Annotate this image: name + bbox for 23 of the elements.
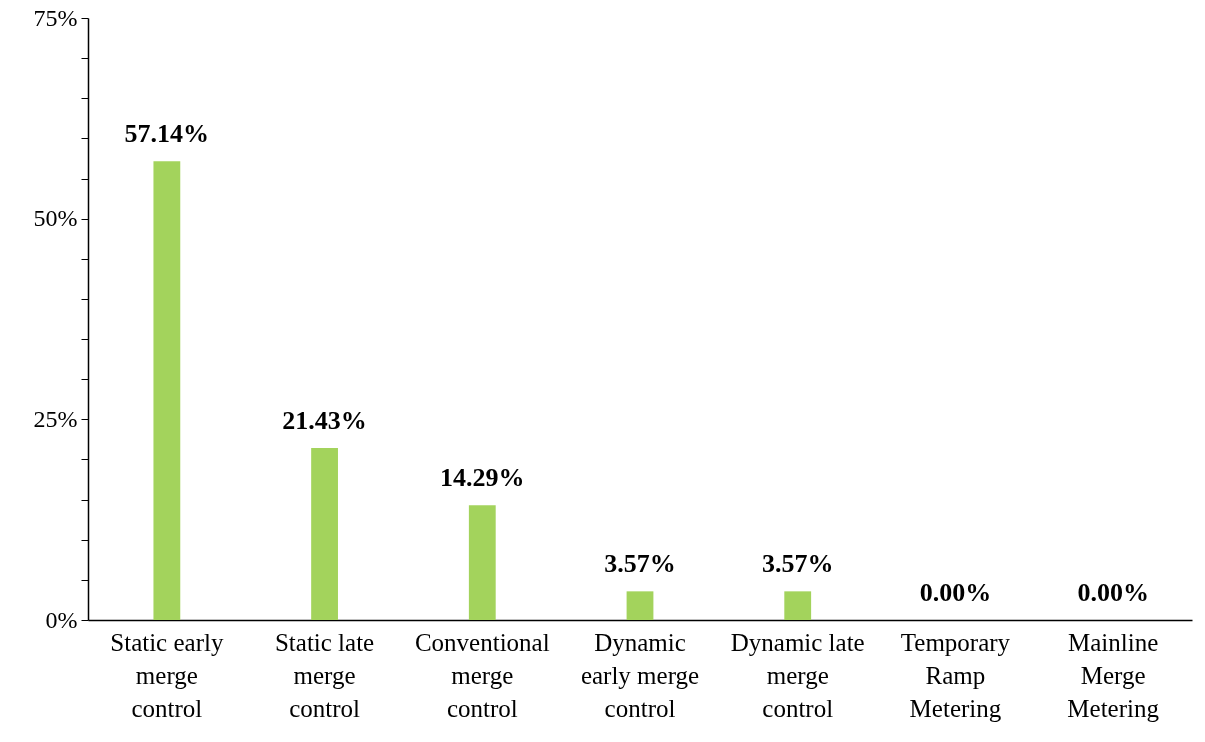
x-tick-label: Dynamic early merge control (580, 628, 700, 722)
data-label: 0.00% (919, 578, 992, 607)
x-tick-label: Static early merge control (110, 628, 224, 722)
y-tick-label: 0% (45, 606, 78, 633)
data-label: 57.14% (124, 119, 210, 149)
x-tick-label: Temporary Ramp Metering (900, 628, 1011, 722)
y-tick-label: 25% (33, 405, 78, 432)
bar (784, 591, 812, 620)
data-label: 0.00% (1077, 578, 1149, 607)
data-label: 3.57% (604, 549, 676, 579)
bar (468, 505, 496, 620)
data-label: 3.57% (761, 549, 834, 579)
bar (626, 591, 654, 620)
y-tick-label: 50% (33, 205, 78, 232)
x-tick-label: Conventional merge control (414, 628, 550, 722)
x-tick-label: Static late merge control (274, 628, 375, 722)
x-tick-label: Dynamic late merge control (730, 628, 865, 722)
data-label: 14.29% (440, 463, 525, 493)
y-tick-label: 75% (33, 4, 78, 31)
bar (153, 161, 181, 620)
bar (311, 447, 338, 620)
data-label: 21.43% (282, 405, 367, 435)
x-tick-label: Mainline Merge Metering (1067, 628, 1160, 722)
